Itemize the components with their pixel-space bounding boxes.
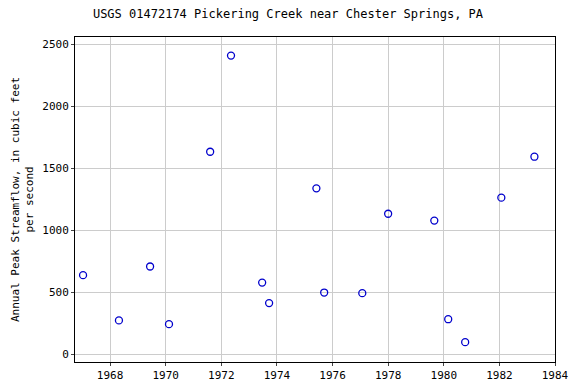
svg-text:1980: 1980 (431, 369, 458, 382)
svg-text:1968: 1968 (97, 369, 124, 382)
svg-text:Annual Peak Streamflow, in cub: Annual Peak Streamflow, in cubic feetper… (9, 77, 36, 322)
svg-text:1984: 1984 (542, 369, 569, 382)
svg-text:USGS 01472174 Pickering Creek: USGS 01472174 Pickering Creek near Chest… (93, 7, 484, 21)
svg-text:1982: 1982 (486, 369, 513, 382)
svg-text:1976: 1976 (319, 369, 346, 382)
svg-text:1970: 1970 (152, 369, 179, 382)
svg-text:1972: 1972 (208, 369, 235, 382)
svg-text:1000: 1000 (42, 224, 69, 237)
svg-text:500: 500 (49, 286, 69, 299)
svg-text:0: 0 (62, 348, 69, 361)
svg-text:1978: 1978 (375, 369, 402, 382)
svg-text:1500: 1500 (42, 162, 69, 175)
svg-text:1974: 1974 (264, 369, 291, 382)
svg-text:2500: 2500 (42, 38, 69, 51)
svg-text:2000: 2000 (42, 100, 69, 113)
